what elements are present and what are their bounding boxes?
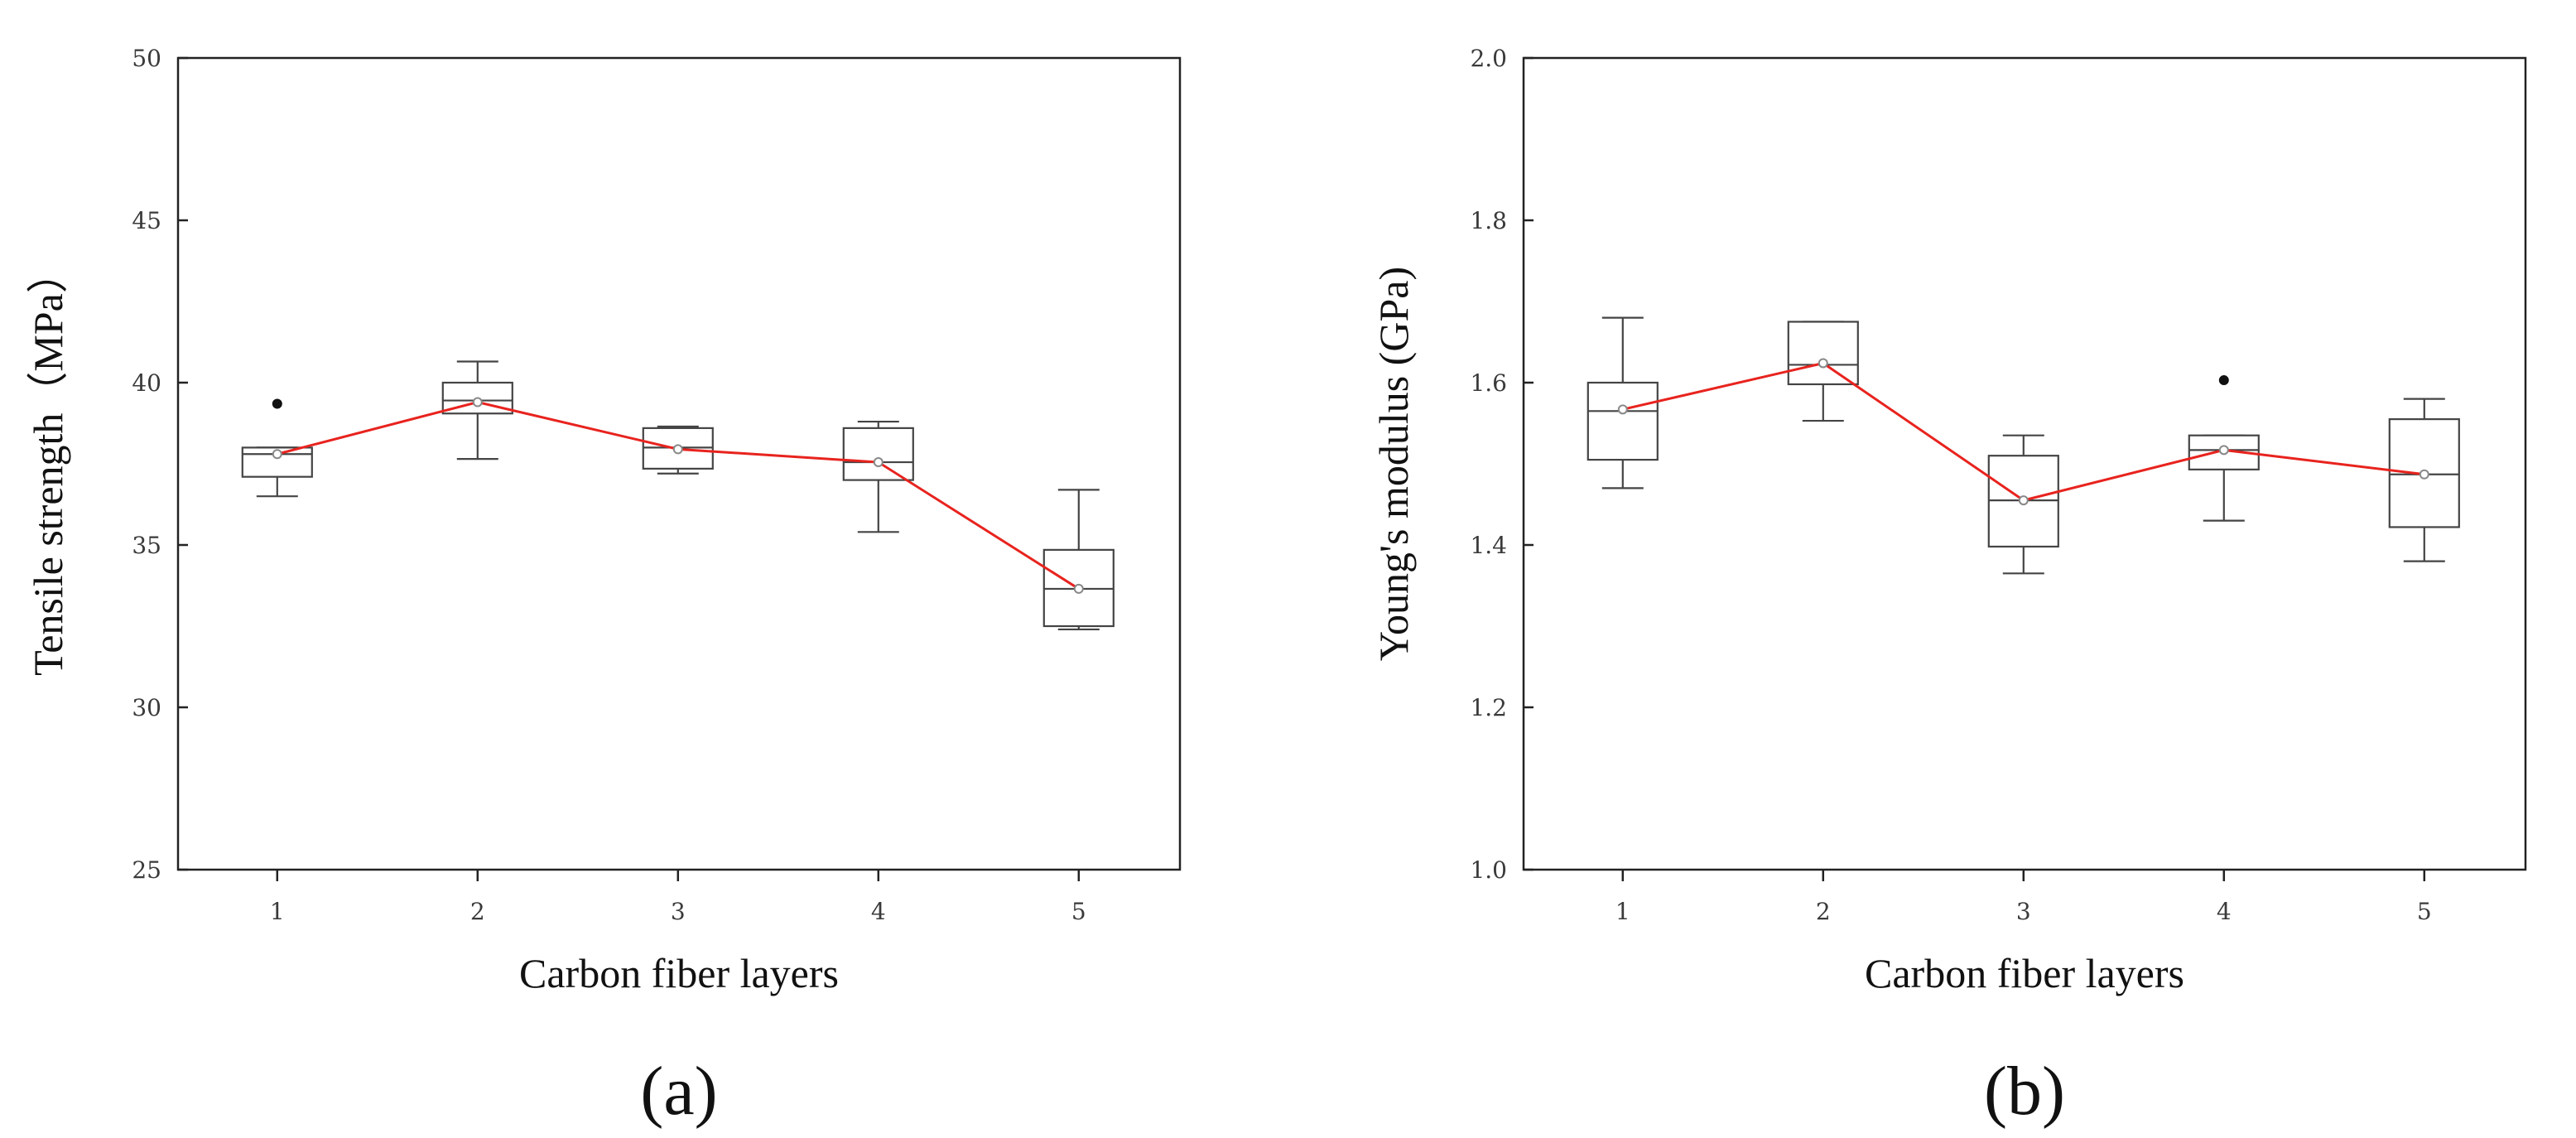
chart-1-mean-point xyxy=(2218,445,2229,456)
chart-1-box-1 xyxy=(1587,316,1659,489)
chart-0-y-tick-label: 30 xyxy=(132,694,161,721)
chart-0-box-4 xyxy=(842,420,914,533)
chart-0-outlier-point xyxy=(272,398,282,409)
chart-1-outlier-point xyxy=(2218,375,2229,386)
chart-0-mean-point xyxy=(272,449,282,460)
chart-0-mean-point xyxy=(1073,583,1084,594)
chart-0-y-tick-label: 40 xyxy=(132,369,161,397)
chart-0-panel-label: (a) xyxy=(640,1053,717,1130)
chart-0-x-tick-label: 2 xyxy=(470,898,485,925)
chart-1-mean-point xyxy=(2419,469,2429,480)
chart-0-box-body xyxy=(842,427,914,481)
chart-1-x-tick-label: 2 xyxy=(1816,898,1831,925)
chart-0-y-tick-label: 35 xyxy=(132,532,161,559)
chart-0-x-tick-label: 1 xyxy=(270,898,285,925)
chart-0-x-tick-label: 5 xyxy=(1071,898,1086,925)
chart-1-box-2 xyxy=(1787,321,1859,422)
chart-1-y-tick-label: 1.8 xyxy=(1470,207,1507,234)
chart-1-x-tick-label: 1 xyxy=(1615,898,1630,925)
chart-1-box-body xyxy=(1587,381,1659,461)
chart-0-y-axis-title: Tensile strength（MPa） xyxy=(25,252,71,676)
chart-0-y-tick-label: 45 xyxy=(132,207,161,234)
chart-1-x-tick-label: 5 xyxy=(2417,898,2432,925)
chart-1-y-tick-label: 1.6 xyxy=(1470,369,1507,397)
chart-0-mean-point xyxy=(873,457,884,468)
chart-1-y-tick-label: 1.2 xyxy=(1470,694,1507,721)
chart-1-mean-point xyxy=(2018,495,2029,506)
chart-0-y-tick-label: 25 xyxy=(132,856,161,884)
chart-1-mean-point xyxy=(1617,404,1628,415)
chart-1-x-tick-label: 3 xyxy=(2016,898,2031,925)
chart-1-box-body xyxy=(1787,321,1859,386)
chart-1-y-axis-title: Young's modulus (GPa) xyxy=(1370,267,1417,661)
chart-1-y-tick-label: 2.0 xyxy=(1470,45,1507,72)
chart-0-box-5 xyxy=(1042,489,1115,631)
chart-1-y-tick-label: 1.4 xyxy=(1470,532,1507,559)
chart-1-box-body xyxy=(2388,418,2460,528)
chart-1-panel-label: (b) xyxy=(1984,1053,2065,1130)
chart-1-x-axis-title: Carbon fiber layers xyxy=(1865,950,2184,996)
chart-0-mean-point xyxy=(672,444,683,455)
panel-b: 1.0 1.2 1.4 1.6 1.8 2.0 1 2 3 4 5 Carbon fiber laye… xyxy=(1370,45,2527,1130)
chart-1-mean-point xyxy=(1818,358,1828,369)
chart-0-x-tick-label: 4 xyxy=(871,898,886,925)
chart-1-box-5 xyxy=(2388,398,2460,562)
chart-1-y-tick-label: 1.0 xyxy=(1470,856,1507,884)
chart-0-mean-point xyxy=(472,397,483,407)
chart-0-y-tick-label: 50 xyxy=(132,45,161,72)
chart-1-x-tick-label: 4 xyxy=(2217,898,2232,925)
chart-0-x-tick-label: 3 xyxy=(671,898,686,925)
chart-0-x-axis-title: Carbon fiber layers xyxy=(519,950,839,996)
chart-0-box-2 xyxy=(441,360,513,461)
